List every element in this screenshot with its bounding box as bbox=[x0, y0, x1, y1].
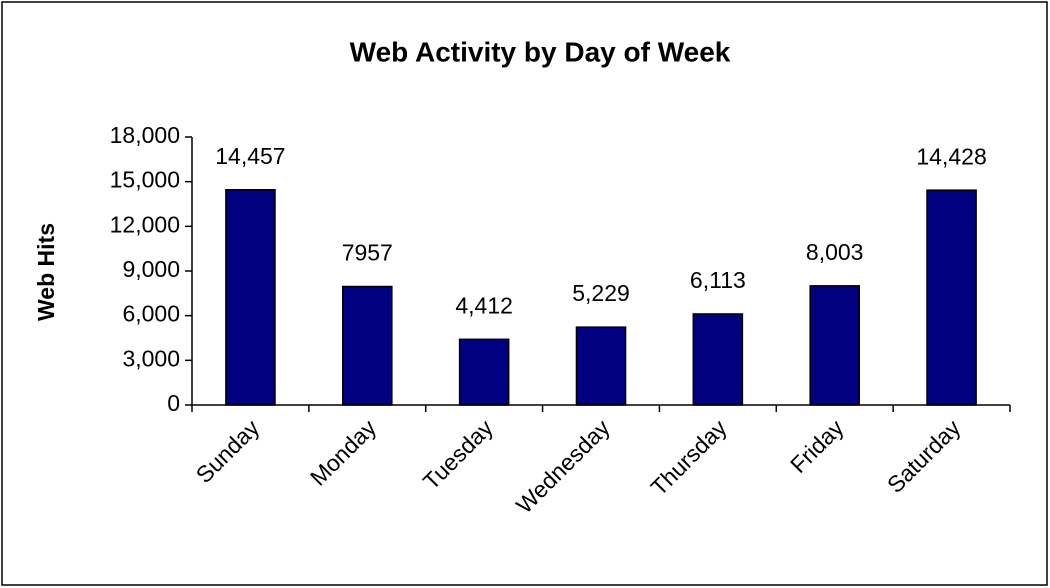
bar bbox=[809, 285, 861, 406]
value-label: 14,457 bbox=[215, 143, 285, 169]
y-tick-label: 6,000 bbox=[122, 301, 180, 327]
bar bbox=[575, 326, 627, 406]
bar bbox=[341, 285, 393, 406]
value-label: 7957 bbox=[342, 240, 393, 266]
bar bbox=[458, 338, 510, 406]
bar bbox=[926, 189, 977, 406]
y-tick-label: 3,000 bbox=[122, 345, 180, 371]
value-label: 6,113 bbox=[690, 267, 746, 293]
y-tick-label: 0 bbox=[167, 390, 180, 416]
bar bbox=[692, 313, 744, 406]
y-tick-label: 12,000 bbox=[110, 211, 180, 237]
chart-title: Web Activity by Day of Week bbox=[350, 36, 731, 67]
value-label: 8,003 bbox=[806, 239, 864, 265]
value-label: 5,229 bbox=[572, 280, 630, 306]
y-axis-label: Web Hits bbox=[33, 223, 59, 321]
value-label: 4,412 bbox=[455, 292, 513, 318]
y-tick-label: 18,000 bbox=[110, 122, 180, 148]
value-label: 14,428 bbox=[916, 143, 986, 169]
y-tick-label: 9,000 bbox=[122, 256, 180, 282]
y-tick-label: 15,000 bbox=[110, 167, 180, 193]
bar bbox=[225, 189, 276, 406]
